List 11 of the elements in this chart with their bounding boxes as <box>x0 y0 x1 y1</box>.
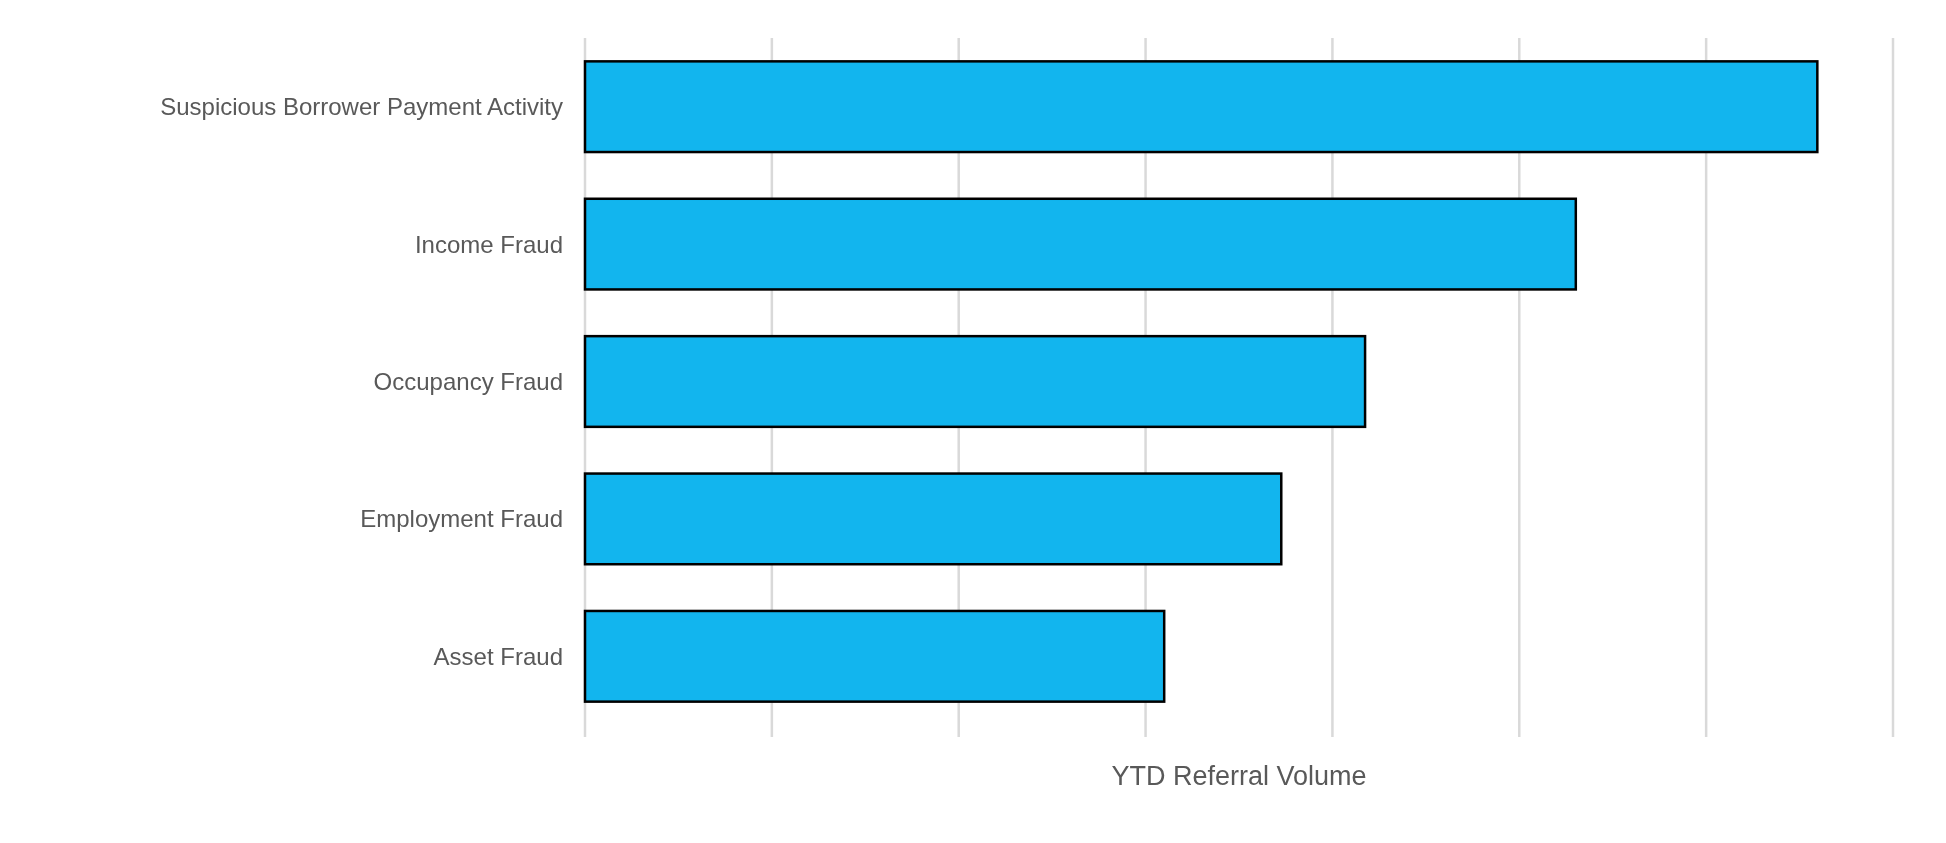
y-tick-label: Occupancy Fraud <box>373 367 563 395</box>
y-tick-label: Employment Fraud <box>360 505 563 533</box>
bar <box>583 334 1367 429</box>
y-tick-label: Income Fraud <box>414 230 563 258</box>
bar <box>583 197 1578 291</box>
bar <box>583 472 1283 566</box>
y-tick-label: Suspicious Borrower Payment Activity <box>160 93 563 121</box>
x-axis-title: YTD Referral Volume <box>1111 761 1367 791</box>
bar <box>583 60 1819 154</box>
y-tick-label: Asset Fraud <box>433 642 563 670</box>
bar <box>583 609 1166 703</box>
